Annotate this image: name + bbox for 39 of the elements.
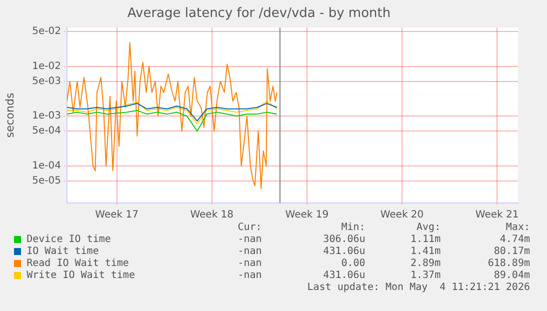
text: -nan — [236, 234, 262, 246]
y-tick-label: 5e-04 — [32, 126, 61, 137]
y-tick-label: 5e-05 — [32, 176, 61, 187]
text: 1.41m — [410, 246, 441, 258]
text: 306.06u — [322, 234, 366, 246]
y-tick-label: 1e-03 — [32, 110, 61, 122]
x-tick-label: Week 17 — [95, 210, 138, 221]
y-axis-title: seconds — [3, 92, 16, 138]
legend-label: IO Wait time — [26, 246, 100, 258]
legend-label: Device IO time — [26, 234, 112, 246]
text: Avg: — [416, 222, 441, 234]
chart-title: Average latency for /dev/vda - by month — [127, 6, 391, 22]
text: -nan — [236, 258, 262, 270]
text: 1.37m — [410, 270, 441, 282]
text: 80.17m — [492, 246, 530, 258]
legend-label: Read IO Wait time — [26, 258, 130, 270]
text: 2.89m — [410, 258, 441, 270]
text: Max: — [504, 222, 530, 234]
text: -nan — [236, 270, 262, 282]
y-tick-label: 5e-03 — [32, 76, 61, 87]
text: 4.74m — [498, 234, 530, 246]
text: -nan — [236, 246, 262, 258]
x-tick-label: Week 19 — [285, 210, 329, 221]
text: 1.11m — [410, 234, 441, 246]
text: Last update: Mon May 4 11:21:21 2026 — [306, 282, 530, 293]
text: 89.04m — [492, 270, 530, 282]
text: 618.89m — [486, 258, 530, 270]
text: Cur: — [236, 222, 262, 234]
x-tick-label: Week 20 — [380, 210, 424, 221]
y-tick-label: 5e-02 — [32, 26, 61, 38]
x-tick-label: Week 21 — [475, 210, 519, 221]
text: 431.06u — [322, 270, 366, 282]
text: 431.06u — [322, 246, 366, 258]
legend-label: Write IO Wait time — [26, 270, 136, 282]
x-tick-label: Week 18 — [190, 210, 234, 221]
y-tick-label: 1e-04 — [32, 160, 61, 172]
y-tick-label: 1e-02 — [32, 60, 61, 72]
text: Min: — [340, 222, 366, 234]
text: 0.00 — [340, 258, 366, 270]
